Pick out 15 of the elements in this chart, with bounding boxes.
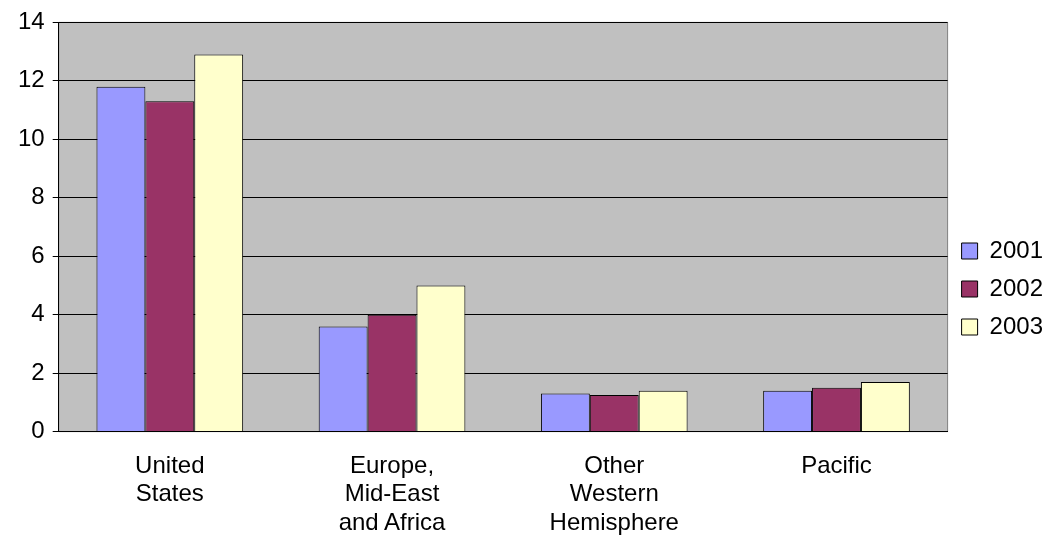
x-tick-label: United States bbox=[135, 450, 205, 507]
y-tick-label: 14 bbox=[17, 7, 45, 35]
x-tick-label: Other Western Hemisphere bbox=[549, 450, 679, 536]
legend-label: 2001 bbox=[989, 235, 1043, 263]
y-tick-label: 4 bbox=[31, 299, 45, 327]
legend-label: 2003 bbox=[989, 311, 1043, 339]
x-tick-label: Pacific bbox=[801, 450, 872, 478]
y-tick-label: 2 bbox=[31, 357, 45, 385]
y-tick-label: 10 bbox=[17, 123, 45, 151]
legend-label: 2002 bbox=[989, 273, 1043, 301]
y-tick-label: 8 bbox=[31, 182, 45, 210]
x-tick-label: Europe, Mid-East and Africa bbox=[338, 450, 447, 536]
y-tick-label: 0 bbox=[31, 416, 45, 444]
y-tick-label: 12 bbox=[17, 65, 45, 93]
y-tick-label: 6 bbox=[31, 240, 45, 268]
